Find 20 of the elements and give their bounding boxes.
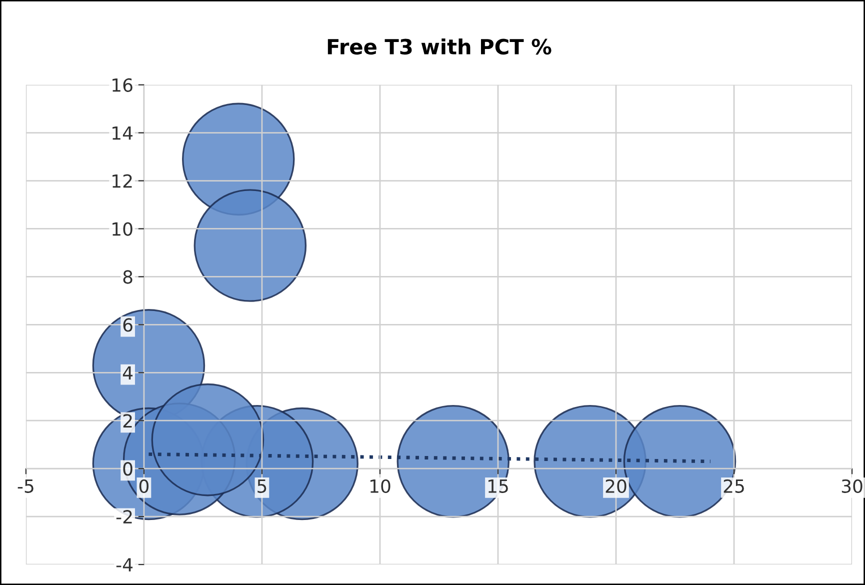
y-tick-label: 16: [112, 78, 132, 92]
x-tick-label: 10: [370, 479, 390, 493]
y-tick-label: 12: [112, 174, 132, 188]
y-tick-label: 2: [123, 414, 132, 428]
x-tick-label: 30: [842, 479, 862, 493]
x-tick-label: 20: [606, 479, 626, 493]
y-tick-label: -4: [116, 558, 133, 572]
y-tick-label: 8: [123, 270, 132, 284]
x-tick-label: 25: [724, 479, 744, 493]
y-tick-label: 6: [123, 318, 132, 332]
y-tick-label: 14: [112, 126, 133, 140]
x-tick-label: 15: [488, 480, 508, 493]
y-tick-label: 0: [123, 462, 132, 476]
x-tick-label: -5: [18, 480, 34, 493]
x-tick-label: 5: [258, 480, 266, 493]
chart-title: Free T3 with PCT %: [328, 38, 552, 55]
x-tick-label: 0: [139, 479, 149, 493]
y-tick-label: 10: [112, 222, 132, 236]
y-tick-label: 4: [122, 366, 133, 380]
y-tick-label: -2: [116, 510, 132, 524]
